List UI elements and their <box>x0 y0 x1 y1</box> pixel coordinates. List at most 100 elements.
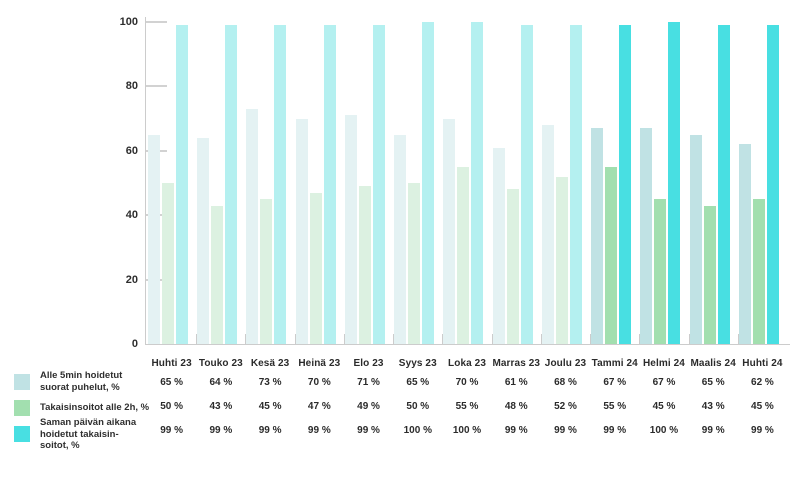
bar-group-joulu-23 <box>541 22 590 344</box>
table-column-helmi-24: Helmi 24 67 % 45 % 100 % <box>639 357 688 443</box>
table-cell: 65 % <box>160 377 184 388</box>
month-label: Heinä 23 <box>298 358 341 369</box>
x-axis-line <box>145 344 790 345</box>
bar-series-3 <box>668 22 681 344</box>
table-cell: 50 % <box>406 401 430 412</box>
table-cell: 50 % <box>160 401 184 412</box>
legend-label: Takaisinsoitot alle 2h, % <box>40 402 150 414</box>
bar-series-1 <box>246 109 259 344</box>
legend-item: Alle 5min hoidetut suorat puhelut, % <box>14 370 122 393</box>
bar-group-huhti-24 <box>738 22 787 344</box>
month-label: Huhti 24 <box>742 358 783 369</box>
month-label: Maalis 24 <box>690 358 736 369</box>
legend-swatch <box>14 426 30 443</box>
bar-series-1 <box>591 128 604 344</box>
table-cell: 45 % <box>258 401 282 412</box>
x-axis-tick <box>738 334 739 344</box>
table-cell: 47 % <box>307 401 331 412</box>
table-cell: 71 % <box>357 377 380 388</box>
bar-series-2 <box>654 199 667 344</box>
y-axis-label: 20 <box>125 273 138 286</box>
table-column-maalis-24: Maalis 24 65 % 43 % 99 % <box>689 357 738 443</box>
table-cell: 45 % <box>652 401 676 412</box>
table-cell: 62 % <box>751 377 774 388</box>
bar-series-2 <box>506 189 519 344</box>
table-cell: 43 % <box>701 401 725 412</box>
bar-group-huhti-23 <box>147 22 196 344</box>
bar-group-heinä-23 <box>295 22 344 344</box>
y-axis-label: 40 <box>125 209 138 222</box>
bar-series-2 <box>309 193 322 344</box>
bar-series-3 <box>372 25 385 344</box>
bar-series-1 <box>394 135 407 344</box>
table-column-kesä-23: Kesä 23 73 % 45 % 99 % <box>245 357 294 443</box>
table-cell: 99 % <box>258 425 282 436</box>
table-cell: 52 % <box>554 401 577 412</box>
y-axis-label: 0 <box>131 338 138 350</box>
table-cell: 100 % <box>452 425 482 436</box>
x-axis-tick <box>393 334 394 344</box>
bar-series-1 <box>689 135 702 344</box>
bar-series-1 <box>197 138 210 344</box>
table-cell: 67 % <box>652 377 676 388</box>
bar-series-1 <box>344 115 357 344</box>
table-cell: 99 % <box>554 425 577 436</box>
month-label: Elo 23 <box>353 358 384 369</box>
bar-series-3 <box>619 25 632 344</box>
table-cell: 99 % <box>603 425 627 436</box>
x-axis-tick <box>295 334 296 344</box>
table-cell: 68 % <box>554 377 577 388</box>
bar-series-1 <box>295 119 308 344</box>
table-cell: 99 % <box>751 425 774 436</box>
legend-swatch <box>14 373 30 390</box>
bar-group-helmi-24 <box>639 22 688 344</box>
bar-group-loka-23 <box>442 22 491 344</box>
y-axis-label: 80 <box>125 80 138 93</box>
y-axis-line <box>145 17 146 345</box>
bar-group-elo-23 <box>344 22 393 344</box>
table-column-touko-23: Touko 23 64 % 43 % 99 % <box>196 357 245 443</box>
bar-group-touko-23 <box>196 22 245 344</box>
values-table: Huhti 23 65 % 50 % 99 % Touko 23 64 % 43 % 99 %… <box>147 357 787 443</box>
x-axis-tick <box>492 334 493 344</box>
bar-series-2 <box>408 183 421 344</box>
y-axis-tick <box>146 21 167 23</box>
table-cell: 99 % <box>504 425 528 436</box>
table-cell: 55 % <box>455 401 479 412</box>
month-label: Joulu 23 <box>544 358 587 369</box>
bar-series-2 <box>260 199 273 344</box>
table-cell: 99 % <box>357 425 380 436</box>
bar-series-2 <box>555 177 568 344</box>
x-axis-tick <box>196 334 197 344</box>
table-cell: 45 % <box>751 401 774 412</box>
x-axis-tick <box>344 334 345 344</box>
legend-item: Takaisinsoitot alle 2h, % <box>14 400 149 416</box>
table-cell: 99 % <box>209 425 233 436</box>
month-label: Huhti 23 <box>151 358 192 369</box>
table-column-huhti-23: Huhti 23 65 % 50 % 99 % <box>147 357 196 443</box>
x-axis-tick <box>442 334 443 344</box>
bar-series-2 <box>752 199 765 344</box>
bar-series-2 <box>358 186 371 344</box>
bar-series-3 <box>766 25 779 344</box>
x-axis-tick <box>541 334 542 344</box>
y-axis-label: 60 <box>125 144 138 157</box>
bar-group-maalis-24 <box>689 22 738 344</box>
bar-series-1 <box>492 148 505 344</box>
table-column-huhti-24: Huhti 24 62 % 45 % 99 % <box>738 357 787 443</box>
bar-series-1 <box>148 135 160 344</box>
bar-series-2 <box>162 183 174 344</box>
bar-series-2 <box>605 167 618 344</box>
table-cell: 73 % <box>258 377 282 388</box>
month-label: Syys 23 <box>398 358 437 369</box>
bar-series-3 <box>717 25 730 344</box>
month-label: Marras 23 <box>492 358 541 369</box>
legend-label: Alle 5min hoidetut suorat puhelut, % <box>40 370 123 393</box>
table-column-syys-23: Syys 23 65 % 50 % 100 % <box>393 357 442 443</box>
plot-area <box>147 22 787 344</box>
table-cell: 100 % <box>649 425 679 436</box>
bar-series-1 <box>640 128 653 344</box>
month-label: Kesä 23 <box>250 358 290 369</box>
month-label: Loka 23 <box>448 358 486 369</box>
table-column-joulu-23: Joulu 23 68 % 52 % 99 % <box>541 357 590 443</box>
